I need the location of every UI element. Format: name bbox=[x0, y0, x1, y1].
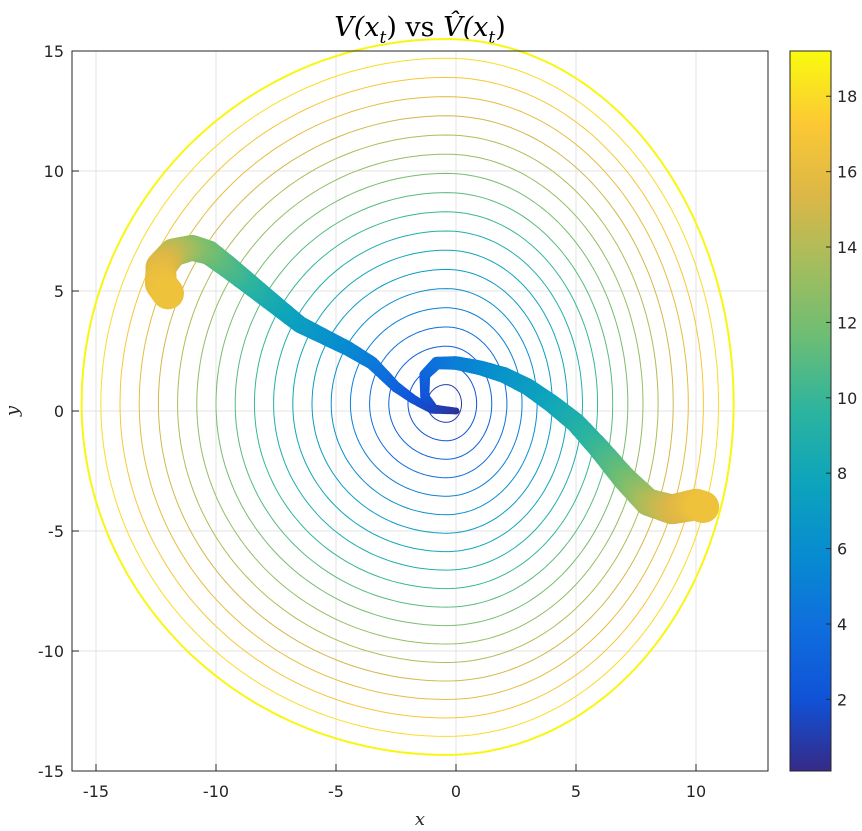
colorbar bbox=[789, 50, 832, 772]
contour-level bbox=[292, 249, 568, 553]
contour-level bbox=[157, 115, 674, 682]
x-tick-label: -10 bbox=[203, 782, 229, 801]
y-axis-label: y bbox=[2, 405, 23, 417]
contour-level bbox=[196, 153, 644, 645]
colorbar-tick-label: 6 bbox=[837, 540, 847, 559]
contour-level bbox=[177, 134, 659, 664]
colorbar-tick-label: 12 bbox=[837, 313, 857, 332]
colorbar-tick-label: 4 bbox=[837, 615, 847, 634]
contour-level bbox=[253, 211, 599, 590]
y-tick-label: -5 bbox=[48, 522, 64, 541]
contour-level bbox=[330, 288, 538, 516]
y-tick-label: 15 bbox=[44, 42, 64, 61]
x-tick-label: -5 bbox=[328, 782, 344, 801]
colorbar-tick-label: 8 bbox=[837, 464, 847, 483]
colorbar-tick-label: 14 bbox=[837, 238, 857, 257]
y-tick-label: 10 bbox=[44, 162, 64, 181]
y-tick-label: -10 bbox=[38, 642, 64, 661]
x-tick-label: 5 bbox=[571, 782, 581, 801]
colorbar-tick-label: 10 bbox=[837, 389, 857, 408]
x-tick-label: 0 bbox=[451, 782, 461, 801]
x-tick-label: 10 bbox=[686, 782, 706, 801]
trajectory-point bbox=[687, 491, 720, 523]
y-tick-label: -15 bbox=[38, 762, 64, 781]
contour-level bbox=[273, 230, 584, 571]
trajectory-points bbox=[145, 235, 720, 525]
contour-level bbox=[138, 96, 689, 701]
chart-title: V(xt) vs V̂(xt) bbox=[334, 10, 506, 48]
contour-level bbox=[215, 172, 629, 627]
y-axis-ticks: -15 -10 -5 0 5 10 15 bbox=[38, 42, 79, 781]
contour-level bbox=[100, 57, 720, 737]
x-axis-label: x bbox=[415, 809, 425, 830]
y-tick-label: 0 bbox=[54, 402, 64, 421]
x-axis-ticks: -15 -10 -5 0 5 10 bbox=[83, 764, 706, 801]
contour-level bbox=[311, 268, 553, 534]
contour-level bbox=[349, 307, 523, 497]
colorbar-tick-label: 18 bbox=[837, 87, 857, 106]
colorbar-tick-label: 16 bbox=[837, 163, 857, 182]
colorbar-tick-label: 2 bbox=[837, 690, 847, 709]
contour-level bbox=[80, 37, 735, 756]
contour-level bbox=[234, 192, 614, 608]
contour-lines bbox=[80, 37, 735, 756]
colorbar-ticks: 2 4 6 8 10 12 14 16 18 bbox=[826, 87, 857, 709]
x-tick-label: -15 bbox=[83, 782, 109, 801]
contour-level bbox=[388, 345, 493, 460]
contour-level bbox=[119, 76, 704, 719]
contour-level bbox=[369, 326, 508, 479]
trajectory-point bbox=[152, 277, 184, 310]
y-tick-label: 5 bbox=[54, 282, 64, 301]
